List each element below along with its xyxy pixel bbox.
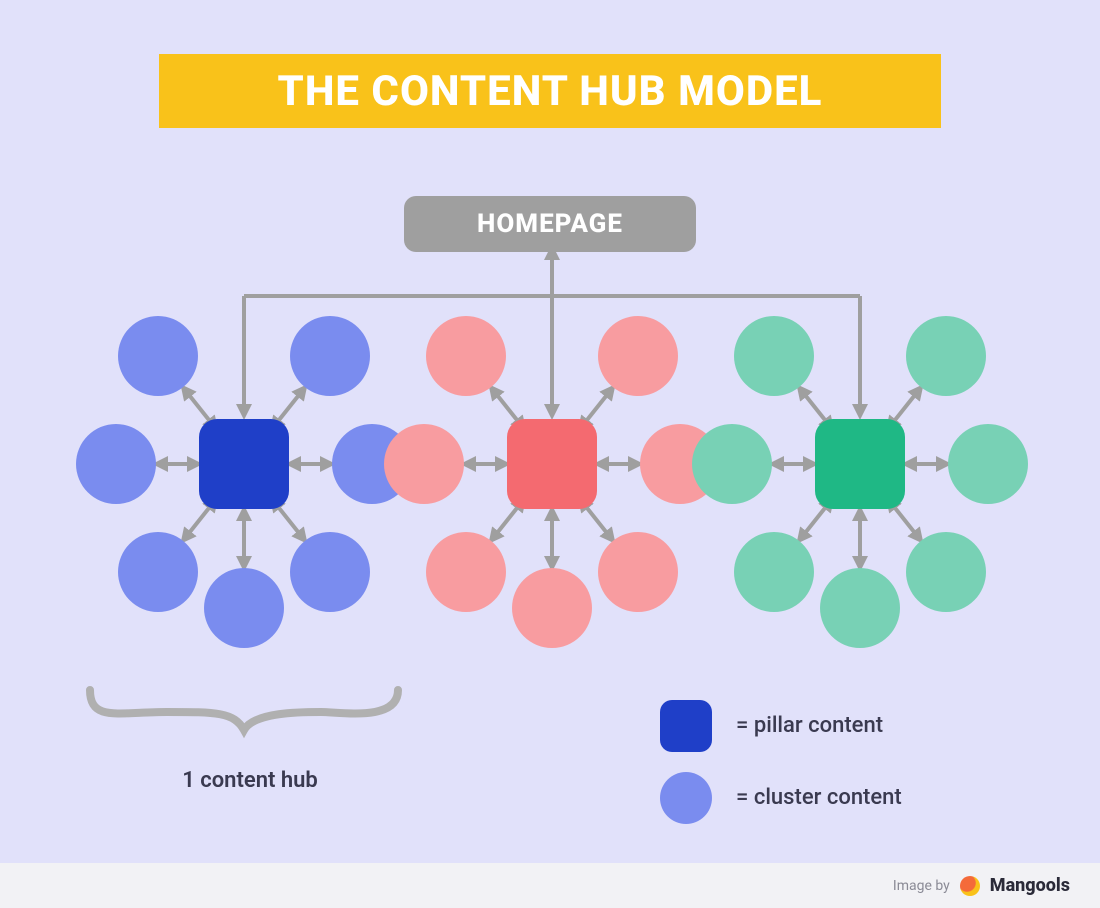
cluster-node [290, 316, 370, 396]
pillar-node [507, 419, 597, 509]
legend-cluster-label: = cluster content [736, 785, 902, 810]
mangools-logo-icon [960, 876, 980, 896]
cluster-node [820, 568, 900, 648]
cluster-node [118, 316, 198, 396]
cluster-node [598, 532, 678, 612]
legend-pillar-swatch [660, 700, 712, 752]
infographic-canvas: THE CONTENT HUB MODEL HOMEPAGE 1 content h… [0, 0, 1100, 908]
footer-bar: Image by Mangools [0, 863, 1100, 908]
legend-cluster-swatch [660, 772, 712, 824]
cluster-node [204, 568, 284, 648]
cluster-node [692, 424, 772, 504]
cluster-node [290, 532, 370, 612]
cluster-node [426, 316, 506, 396]
cluster-node [384, 424, 464, 504]
footer-brand-name: Mangools [990, 875, 1070, 896]
legend-pillar-label: = pillar content [736, 713, 883, 738]
cluster-node [906, 316, 986, 396]
footer-image-by: Image by [893, 878, 950, 894]
homepage-node: HOMEPAGE [404, 196, 696, 252]
content-hub-label: 1 content hub [150, 768, 350, 793]
pillar-node [199, 419, 289, 509]
cluster-node [118, 532, 198, 612]
cluster-node [76, 424, 156, 504]
cluster-node [734, 532, 814, 612]
cluster-node [734, 316, 814, 396]
cluster-node [948, 424, 1028, 504]
cluster-node [598, 316, 678, 396]
content-hub-brace [90, 690, 398, 730]
cluster-node [426, 532, 506, 612]
cluster-node [906, 532, 986, 612]
cluster-node [512, 568, 592, 648]
title-banner: THE CONTENT HUB MODEL [159, 54, 941, 128]
pillar-node [815, 419, 905, 509]
